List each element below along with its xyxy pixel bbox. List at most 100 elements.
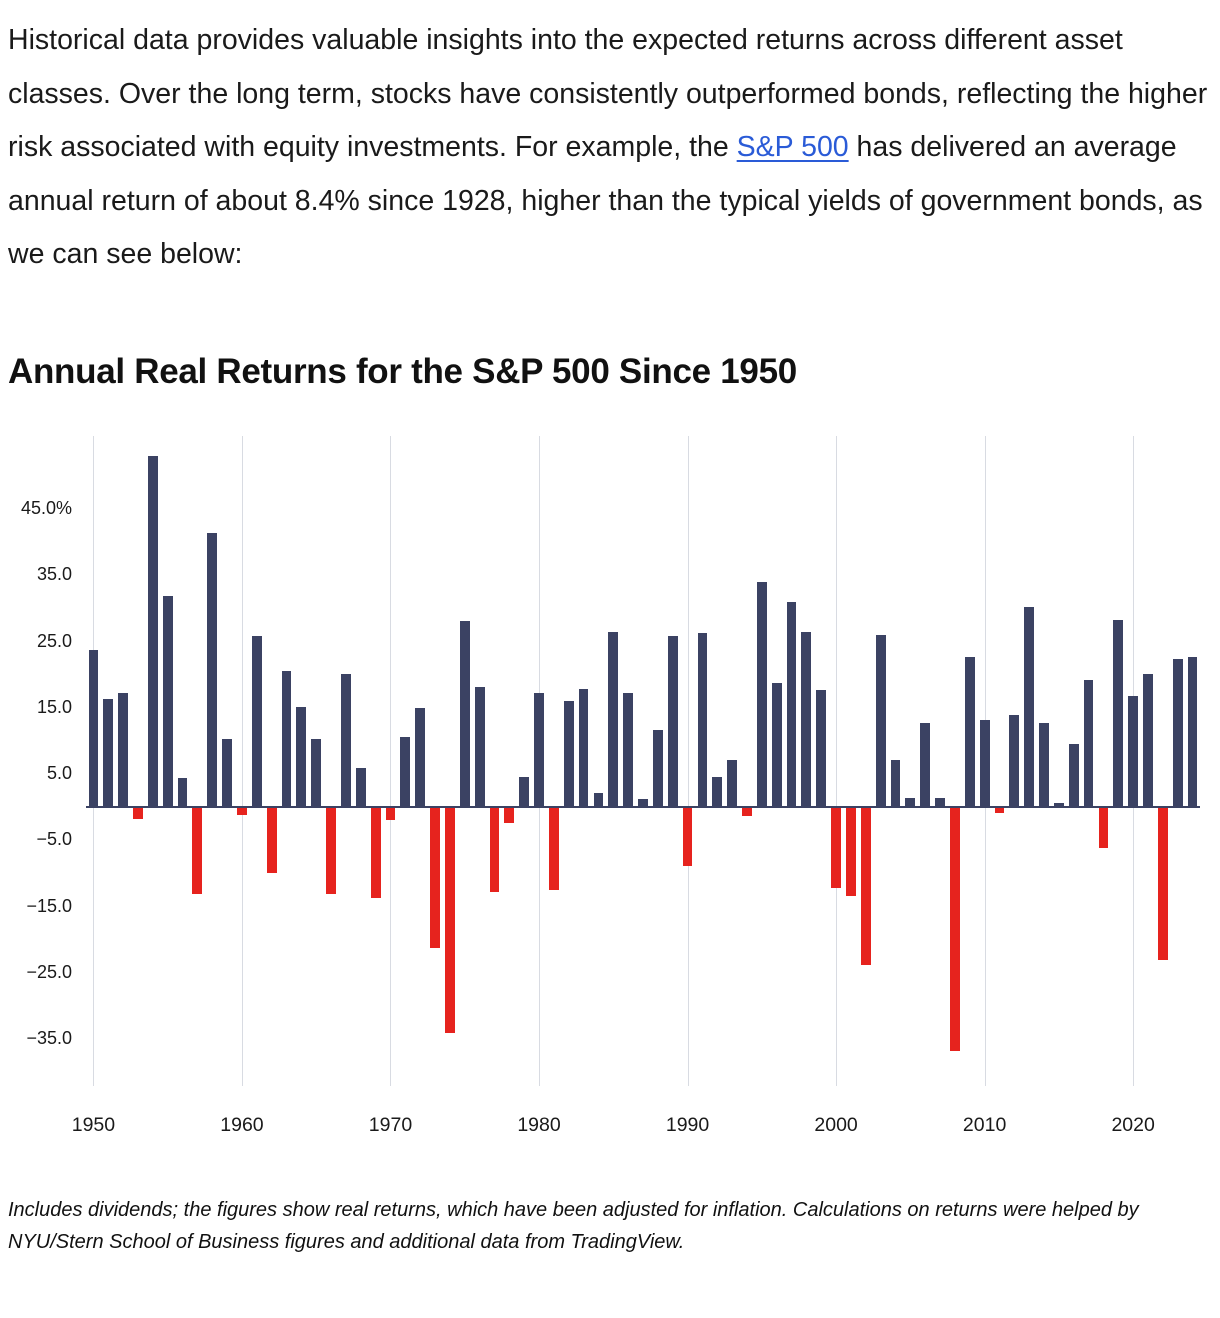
bar-1957 xyxy=(192,807,203,895)
bar-1984 xyxy=(593,793,604,808)
bar-1976 xyxy=(474,687,485,808)
bar-1991 xyxy=(697,632,708,808)
bar-1969 xyxy=(370,807,381,898)
bar-2021 xyxy=(1143,674,1153,808)
bar-1956 xyxy=(177,778,188,808)
x-axis-tick-label: 2010 xyxy=(962,1113,1007,1136)
bar-1987 xyxy=(638,798,648,808)
bar-1975 xyxy=(459,620,470,808)
bar-1974 xyxy=(445,807,455,1034)
y-axis-labels: 45.0% 35.0 25.0 15.0 5.0 −5.0 −15.0 −25.0 −35.0 xyxy=(8,436,74,1086)
bar-1978 xyxy=(504,807,515,823)
bar-1970 xyxy=(385,807,396,820)
bar-2017 xyxy=(1083,679,1094,808)
bar-1979 xyxy=(519,776,530,808)
bar-1965 xyxy=(311,739,322,808)
bar-2024 xyxy=(1187,657,1198,808)
bar-1963 xyxy=(281,670,292,808)
bar-1950 xyxy=(88,650,99,808)
bar-1993 xyxy=(727,760,737,808)
plot-area xyxy=(86,435,1200,1086)
bar-1966 xyxy=(326,807,336,895)
x-axis-tick-label: 1960 xyxy=(220,1113,264,1136)
bar-2004 xyxy=(890,759,901,808)
bar-2016 xyxy=(1068,743,1079,808)
bar-1977 xyxy=(489,807,500,893)
bar-1960 xyxy=(237,807,247,815)
bar-1961 xyxy=(251,635,262,808)
bar-1980 xyxy=(534,693,544,808)
bar-1986 xyxy=(623,693,634,808)
bar-2008 xyxy=(950,807,960,1051)
bar-chart: 45.0% 35.0 25.0 15.0 5.0 −5.0 −15.0 −25.0 −35.0 … xyxy=(8,435,1212,1148)
bar-1990 xyxy=(682,807,693,866)
y-axis-tick-label: −35.0 xyxy=(26,1028,72,1049)
bar-1983 xyxy=(578,688,589,808)
x-axis-tick-label: 2020 xyxy=(1111,1113,1155,1136)
bar-1992 xyxy=(712,777,723,808)
bar-1996 xyxy=(771,682,782,808)
intro-paragraph: Historical data provides valuable insigh… xyxy=(8,14,1212,282)
bar-2023 xyxy=(1172,659,1183,808)
bar-2005 xyxy=(905,798,916,808)
x-axis-labels: 1950 1960 1970 1980 1990 2000 2010 2020 xyxy=(72,1086,1200,1148)
y-axis-tick-label: 35.0 xyxy=(36,564,72,585)
zero-axis-line xyxy=(86,806,1200,809)
bar-1951 xyxy=(103,699,114,808)
bar-1972 xyxy=(415,708,426,808)
bar-2015 xyxy=(1053,802,1064,808)
bar-2006 xyxy=(920,723,931,808)
bar-1982 xyxy=(563,701,574,808)
bar-1954 xyxy=(147,456,158,808)
intro-text-before: Historical data provides valuable insigh… xyxy=(8,24,1208,164)
bar-2018 xyxy=(1098,807,1109,849)
y-axis-tick-label: 25.0 xyxy=(36,630,72,651)
y-axis-tick-label: −5.0 xyxy=(36,829,72,850)
x-axis-tick-label: 1990 xyxy=(665,1113,710,1136)
bar-2002 xyxy=(860,807,871,966)
gridline xyxy=(241,435,243,1086)
bar-1981 xyxy=(548,807,559,891)
bar-2012 xyxy=(1009,715,1020,808)
x-axis-tick-label: 2000 xyxy=(814,1113,858,1136)
gridline xyxy=(836,435,838,1086)
bar-1964 xyxy=(296,707,307,808)
bar-1959 xyxy=(222,739,232,808)
bar-1971 xyxy=(400,737,411,808)
y-axis-tick-label: 45.0% xyxy=(20,497,72,518)
bar-1952 xyxy=(118,693,129,808)
bar-1953 xyxy=(133,807,143,819)
gridline xyxy=(687,435,689,1086)
bar-2009 xyxy=(964,657,975,808)
bar-1985 xyxy=(608,632,619,808)
chart-caption: Includes dividends; the figures show rea… xyxy=(8,1198,1139,1253)
bar-1967 xyxy=(341,674,351,808)
y-axis-tick-label: −25.0 xyxy=(26,962,72,983)
gridline xyxy=(390,435,392,1086)
bar-2003 xyxy=(875,634,886,808)
bar-1958 xyxy=(207,533,218,808)
x-axis-tick-label: 1950 xyxy=(71,1113,116,1136)
y-axis-tick-label: 5.0 xyxy=(46,763,72,784)
bar-1999 xyxy=(816,689,827,808)
bar-2014 xyxy=(1039,723,1049,808)
bar-2007 xyxy=(935,798,945,808)
bar-1998 xyxy=(801,632,812,808)
bar-2019 xyxy=(1113,619,1124,808)
bar-1994 xyxy=(742,807,752,816)
bar-1988 xyxy=(652,729,663,808)
x-axis-tick-label: 1970 xyxy=(368,1113,413,1136)
bar-2000 xyxy=(831,807,841,888)
bar-2020 xyxy=(1128,695,1139,808)
bar-2001 xyxy=(846,807,856,896)
x-axis-tick-label: 1980 xyxy=(517,1113,561,1136)
bar-2010 xyxy=(979,719,990,808)
sp500-link[interactable]: S&P 500 xyxy=(736,131,849,164)
bar-1968 xyxy=(355,768,366,808)
y-axis-tick-label: −15.0 xyxy=(26,895,72,916)
bar-1962 xyxy=(266,807,277,873)
chart-title: Annual Real Returns for the S&P 500 Sinc… xyxy=(8,351,797,391)
bar-2011 xyxy=(994,807,1005,814)
bar-1973 xyxy=(430,807,440,948)
y-axis-tick-label: 15.0 xyxy=(36,696,72,717)
